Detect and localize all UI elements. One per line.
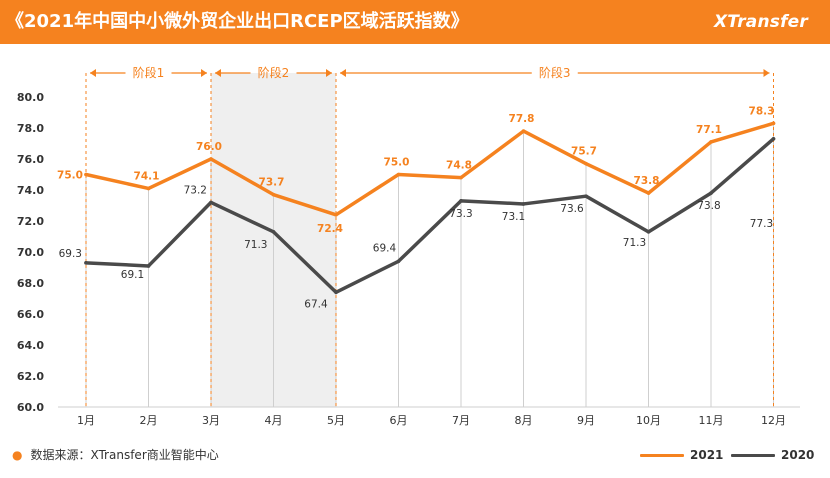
arrowhead-left-icon bbox=[340, 69, 346, 77]
data-point-2020 bbox=[646, 230, 651, 234]
y-tick-label: 68.0 bbox=[17, 277, 44, 290]
data-label-2020: 69.3 bbox=[59, 248, 82, 260]
header-bar: 《2021年中国中小微外贸企业出口RCEP区域活跃指数》 XTransfer bbox=[0, 0, 830, 44]
data-point-2020 bbox=[521, 202, 526, 206]
data-point-2021 bbox=[709, 140, 713, 144]
data-label-2021: 76.0 bbox=[196, 141, 222, 153]
data-label-2020: 71.3 bbox=[623, 237, 646, 249]
data-label-2020: 73.1 bbox=[502, 211, 525, 223]
x-tick-label: 3月 bbox=[202, 414, 220, 427]
data-label-2020: 73.6 bbox=[560, 203, 584, 215]
data-source-note: ● 数据来源：XTransfer商业智能中心 bbox=[12, 446, 219, 464]
series-line-2021 bbox=[84, 121, 776, 217]
data-label-2021: 75.0 bbox=[57, 170, 83, 182]
data-point-2021 bbox=[396, 172, 401, 177]
x-tick-label: 9月 bbox=[577, 414, 595, 427]
data-label-2021: 74.1 bbox=[134, 170, 160, 182]
data-point-2020 bbox=[146, 264, 151, 268]
data-label-2021: 77.8 bbox=[509, 113, 535, 125]
data-label-2021: 77.1 bbox=[696, 124, 722, 136]
x-tick-label: 11月 bbox=[699, 414, 724, 427]
data-label-2021: 75.0 bbox=[384, 157, 410, 169]
data-point-2020 bbox=[771, 137, 776, 141]
x-tick-label: 5月 bbox=[327, 414, 345, 427]
legend-line-2021 bbox=[640, 454, 684, 457]
data-label-2021: 78.3 bbox=[749, 105, 775, 117]
y-tick-label: 70.0 bbox=[17, 246, 44, 259]
x-tick-label: 4月 bbox=[265, 414, 283, 427]
legend-label-2020: 2020 bbox=[781, 448, 815, 462]
stage-label-2: 阶段2 bbox=[258, 65, 290, 80]
y-tick-label: 62.0 bbox=[17, 370, 44, 383]
data-point-2021 bbox=[771, 121, 776, 126]
x-tick-label: 7月 bbox=[452, 414, 470, 427]
data-label-2021: 73.8 bbox=[634, 175, 660, 187]
y-tick-label: 64.0 bbox=[17, 339, 44, 352]
data-point-2021 bbox=[271, 192, 276, 197]
data-label-2020: 73.8 bbox=[697, 200, 720, 212]
data-point-2020 bbox=[459, 199, 463, 203]
data-point-2020 bbox=[396, 259, 401, 264]
data-label-2020: 69.1 bbox=[121, 269, 144, 281]
y-tick-label: 60.0 bbox=[17, 401, 44, 414]
line-chart: 阶段1 阶段2 阶段3 60.0 62.0 64.0 66.0 68.0 70.0 72.0 74.… bbox=[17, 65, 800, 427]
data-label-2020: 73.2 bbox=[184, 184, 207, 196]
data-label-2020: 77.3 bbox=[750, 218, 773, 230]
stage-label-3: 阶段3 bbox=[539, 65, 571, 80]
data-point-2021 bbox=[646, 191, 651, 195]
arrowhead-left-icon bbox=[90, 69, 96, 77]
brand-logo: XTransfer bbox=[713, 12, 808, 32]
legend-line-2020 bbox=[731, 454, 775, 457]
y-tick-label: 66.0 bbox=[17, 308, 44, 321]
y-tick-label: 74.0 bbox=[17, 184, 44, 197]
data-point-2020 bbox=[209, 200, 213, 205]
data-point-2021 bbox=[146, 186, 151, 191]
data-label-2021: 72.4 bbox=[317, 223, 343, 235]
x-tick-label: 10月 bbox=[636, 414, 661, 427]
y-tick-label: 80.0 bbox=[17, 91, 44, 104]
y-tick-label: 78.0 bbox=[17, 122, 44, 135]
data-label-2021: 74.8 bbox=[446, 160, 472, 172]
data-label-2020: 69.4 bbox=[373, 242, 397, 254]
legend-label-2021: 2021 bbox=[690, 448, 724, 462]
data-point-2020 bbox=[334, 290, 338, 295]
data-label-2021: 75.7 bbox=[571, 146, 597, 158]
stage-label-1: 阶段1 bbox=[133, 65, 165, 80]
data-label-2020: 73.3 bbox=[449, 208, 472, 220]
data-point-2020 bbox=[84, 261, 88, 265]
data-point-2021 bbox=[334, 213, 338, 217]
y-tick-label: 76.0 bbox=[17, 153, 44, 166]
data-label-2020: 67.4 bbox=[304, 298, 328, 310]
x-tick-label: 2月 bbox=[140, 414, 158, 427]
data-point-2020 bbox=[584, 194, 588, 198]
data-label-2020: 71.3 bbox=[244, 239, 267, 251]
data-source-text: 数据来源：XTransfer商业智能中心 bbox=[30, 448, 219, 462]
chart-title: 《2021年中国中小微外贸企业出口RCEP区域活跃指数》 bbox=[6, 11, 469, 32]
arrowhead-left-icon bbox=[215, 69, 221, 77]
data-point-2021 bbox=[521, 129, 526, 133]
data-point-2021 bbox=[584, 161, 588, 166]
arrowhead-right-icon bbox=[763, 69, 770, 77]
data-point-2021 bbox=[84, 172, 88, 177]
data-point-2021 bbox=[209, 157, 213, 161]
bullet-icon: ● bbox=[12, 448, 23, 462]
x-tick-label: 6月 bbox=[390, 414, 408, 427]
arrowhead-right-icon bbox=[326, 69, 332, 77]
data-point-2020 bbox=[271, 230, 276, 234]
data-point-2020 bbox=[709, 191, 713, 195]
data-point-2021 bbox=[459, 175, 463, 180]
y-tick-label: 72.0 bbox=[17, 215, 44, 228]
x-tick-label: 8月 bbox=[515, 414, 533, 427]
data-label-2021: 73.7 bbox=[259, 177, 285, 189]
series-line-2020 bbox=[84, 137, 776, 295]
x-tick-label: 1月 bbox=[77, 414, 95, 427]
x-tick-label: 12月 bbox=[761, 414, 786, 427]
arrowhead-right-icon bbox=[201, 69, 207, 77]
